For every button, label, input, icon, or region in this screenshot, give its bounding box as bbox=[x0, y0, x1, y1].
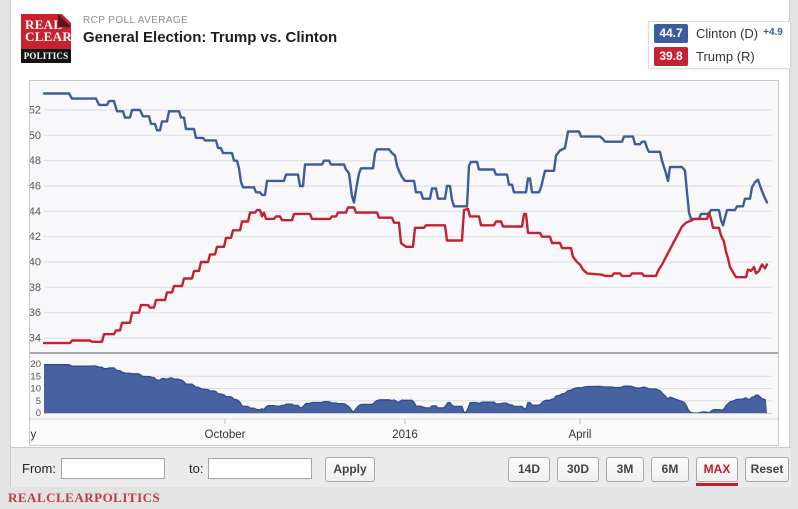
range-button-6m[interactable]: 6M bbox=[651, 457, 689, 482]
logo-line-politics: POLITICS bbox=[21, 49, 71, 63]
series-line-clinton bbox=[42, 92, 769, 227]
rcp-logo: REAL CLEAR POLITICS bbox=[21, 14, 71, 63]
watermark: REALCLEARPOLITICS bbox=[8, 490, 161, 505]
spread-tick-label: 0 bbox=[36, 408, 41, 419]
x-axis-strip bbox=[30, 419, 778, 445]
legend: 44.7 Clinton (D) +4.9 39.8 Trump (R) bbox=[648, 21, 791, 69]
y-tick-label: 44 bbox=[30, 206, 41, 218]
clinton-value-chip: 44.7 bbox=[654, 24, 688, 43]
y-tick-label: 42 bbox=[30, 231, 41, 243]
page-title: General Election: Trump vs. Clinton bbox=[83, 29, 338, 46]
y-tick-label: 52 bbox=[30, 105, 41, 117]
from-label: From: bbox=[22, 461, 56, 476]
y-tick-label: 50 bbox=[30, 130, 41, 142]
to-date-input[interactable] bbox=[208, 458, 312, 479]
from-date-input[interactable] bbox=[61, 458, 165, 479]
y-tick-label: 46 bbox=[30, 181, 41, 193]
reset-button[interactable]: Reset bbox=[745, 457, 789, 482]
spread-area bbox=[44, 364, 767, 413]
range-button-3m[interactable]: 3M bbox=[606, 457, 644, 482]
clinton-label: Clinton (D) bbox=[696, 26, 759, 41]
x-tick-label: April bbox=[568, 429, 591, 441]
rcp-widget: REAL CLEAR POLITICS RCP POLL AVERAGE Gen… bbox=[10, 0, 791, 487]
logo-fold-cut bbox=[62, 14, 71, 23]
apply-button[interactable]: Apply bbox=[325, 457, 375, 482]
kicker: RCP POLL AVERAGE bbox=[83, 15, 189, 26]
spread-tick-label: 20 bbox=[30, 359, 41, 370]
legend-row-clinton: 44.7 Clinton (D) +4.9 bbox=[654, 24, 790, 43]
range-button-max[interactable]: MAX bbox=[696, 457, 738, 486]
x-tick-label: 2016 bbox=[392, 429, 418, 441]
y-tick-label: 38 bbox=[30, 282, 41, 294]
y-tick-label: 48 bbox=[30, 155, 41, 167]
x-tick-label: July bbox=[30, 429, 36, 441]
legend-row-trump: 39.8 Trump (R) bbox=[654, 47, 790, 66]
y-tick-label: 36 bbox=[30, 307, 41, 319]
controls-bar: From: to: Apply 14D 30D 3M 6M MAX Reset bbox=[11, 447, 791, 487]
trump-label: Trump (R) bbox=[696, 49, 755, 64]
range-button-14d[interactable]: 14D bbox=[508, 457, 550, 482]
spread-tick-label: 10 bbox=[30, 384, 41, 395]
spread-tick-label: 15 bbox=[30, 371, 41, 382]
series-line-trump bbox=[42, 206, 769, 345]
spread-tick-label: 5 bbox=[36, 396, 41, 407]
y-tick-label: 40 bbox=[30, 257, 41, 269]
x-tick-label: October bbox=[205, 429, 246, 441]
range-button-30d[interactable]: 30D bbox=[557, 457, 599, 482]
logo-line-clear: CLEAR bbox=[25, 29, 71, 44]
logo-line-real: REAL bbox=[25, 17, 63, 32]
trump-value-chip: 39.8 bbox=[654, 47, 688, 66]
clinton-spread-value: +4.9 bbox=[763, 27, 783, 38]
to-label: to: bbox=[189, 461, 204, 476]
spread-line bbox=[44, 364, 767, 414]
y-tick-label: 34 bbox=[30, 333, 41, 345]
